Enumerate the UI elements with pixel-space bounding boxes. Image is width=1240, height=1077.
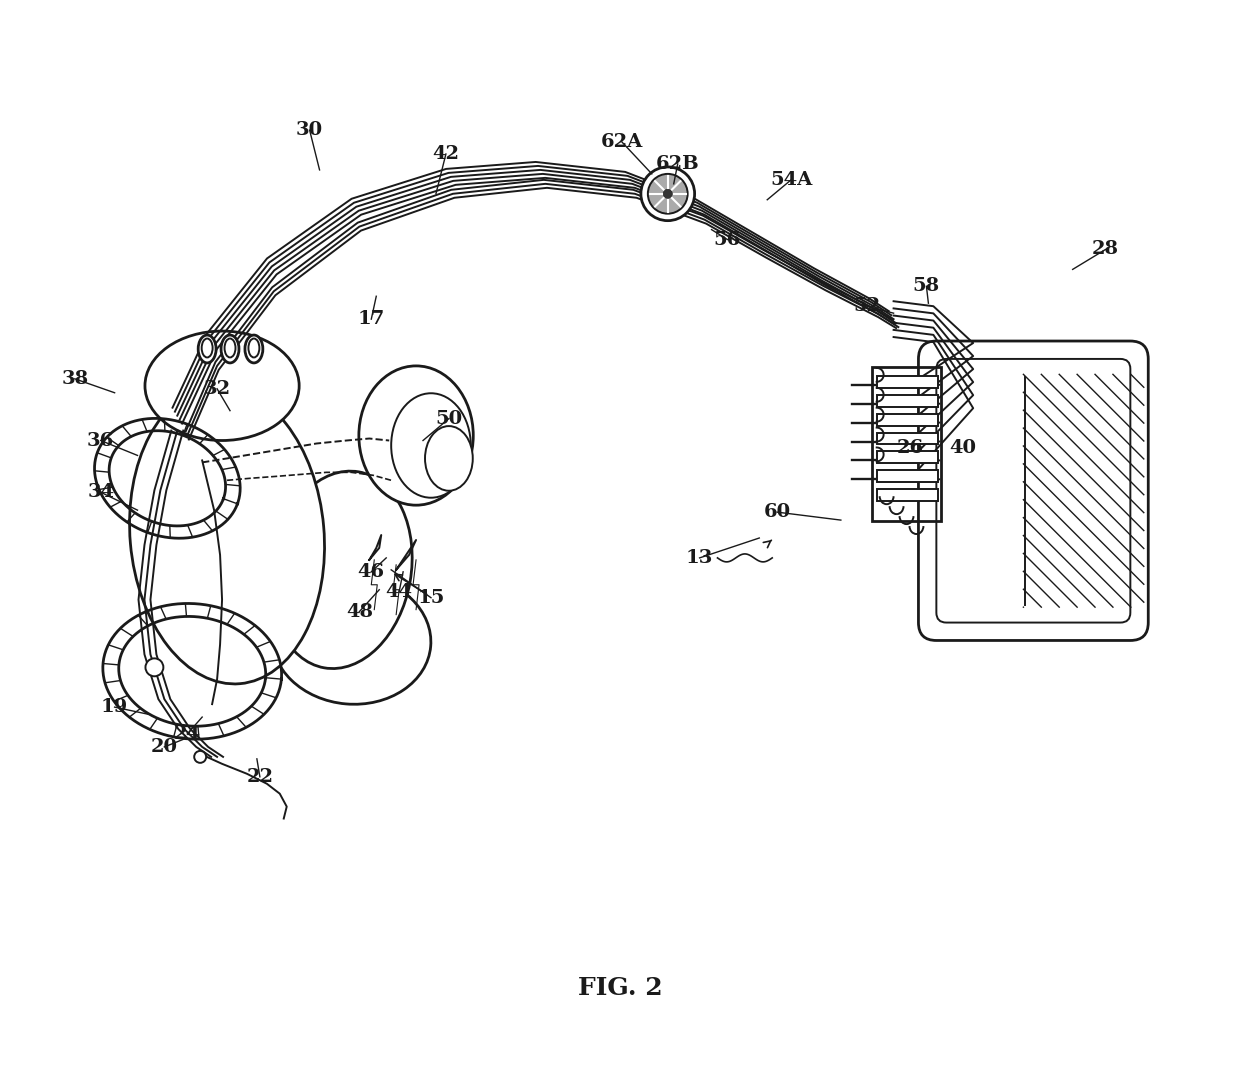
Bar — [877, 489, 939, 501]
Ellipse shape — [358, 366, 474, 505]
FancyBboxPatch shape — [936, 359, 1131, 623]
Bar — [877, 395, 939, 407]
Text: 36: 36 — [87, 432, 114, 449]
Text: 22: 22 — [247, 768, 273, 786]
Bar — [877, 433, 939, 445]
Text: 32: 32 — [203, 380, 231, 397]
Text: 60: 60 — [764, 503, 791, 521]
Text: 58: 58 — [913, 277, 940, 295]
Text: 46: 46 — [357, 563, 384, 581]
Text: 13: 13 — [686, 549, 713, 567]
Text: 38: 38 — [61, 369, 88, 388]
Bar — [872, 367, 941, 521]
Ellipse shape — [198, 335, 216, 363]
Circle shape — [647, 173, 688, 213]
Ellipse shape — [221, 335, 239, 363]
Ellipse shape — [272, 575, 430, 704]
Text: 44: 44 — [386, 583, 413, 601]
Ellipse shape — [224, 338, 236, 358]
Circle shape — [641, 167, 694, 221]
Text: 42: 42 — [433, 145, 459, 163]
Bar — [877, 451, 939, 463]
Text: 62B: 62B — [656, 155, 699, 173]
Text: 24: 24 — [174, 725, 201, 743]
Bar — [877, 376, 939, 388]
Ellipse shape — [145, 331, 299, 440]
Ellipse shape — [246, 335, 263, 363]
Text: 30: 30 — [296, 121, 324, 139]
Bar — [877, 471, 939, 482]
Text: 19: 19 — [100, 698, 128, 716]
Ellipse shape — [129, 387, 325, 684]
Text: 20: 20 — [151, 738, 177, 756]
Text: 15: 15 — [418, 589, 445, 606]
Circle shape — [145, 658, 164, 676]
Text: 62A: 62A — [601, 134, 644, 151]
Circle shape — [662, 188, 673, 199]
Ellipse shape — [202, 338, 212, 358]
Text: 50: 50 — [435, 409, 463, 428]
Text: 28: 28 — [1092, 240, 1118, 258]
FancyBboxPatch shape — [919, 341, 1148, 641]
Text: 34: 34 — [87, 484, 114, 501]
Ellipse shape — [270, 471, 412, 669]
Text: 40: 40 — [950, 439, 977, 458]
Text: 54A: 54A — [770, 171, 812, 188]
Bar — [877, 414, 939, 425]
Text: 56: 56 — [714, 230, 742, 249]
Circle shape — [195, 751, 206, 763]
Ellipse shape — [248, 338, 259, 358]
Ellipse shape — [425, 426, 472, 491]
Ellipse shape — [391, 393, 471, 498]
Text: FIG. 2: FIG. 2 — [578, 976, 662, 999]
Text: 52: 52 — [853, 297, 880, 316]
Text: 26: 26 — [897, 439, 924, 458]
Text: 48: 48 — [346, 603, 373, 620]
Text: 17: 17 — [357, 310, 384, 328]
